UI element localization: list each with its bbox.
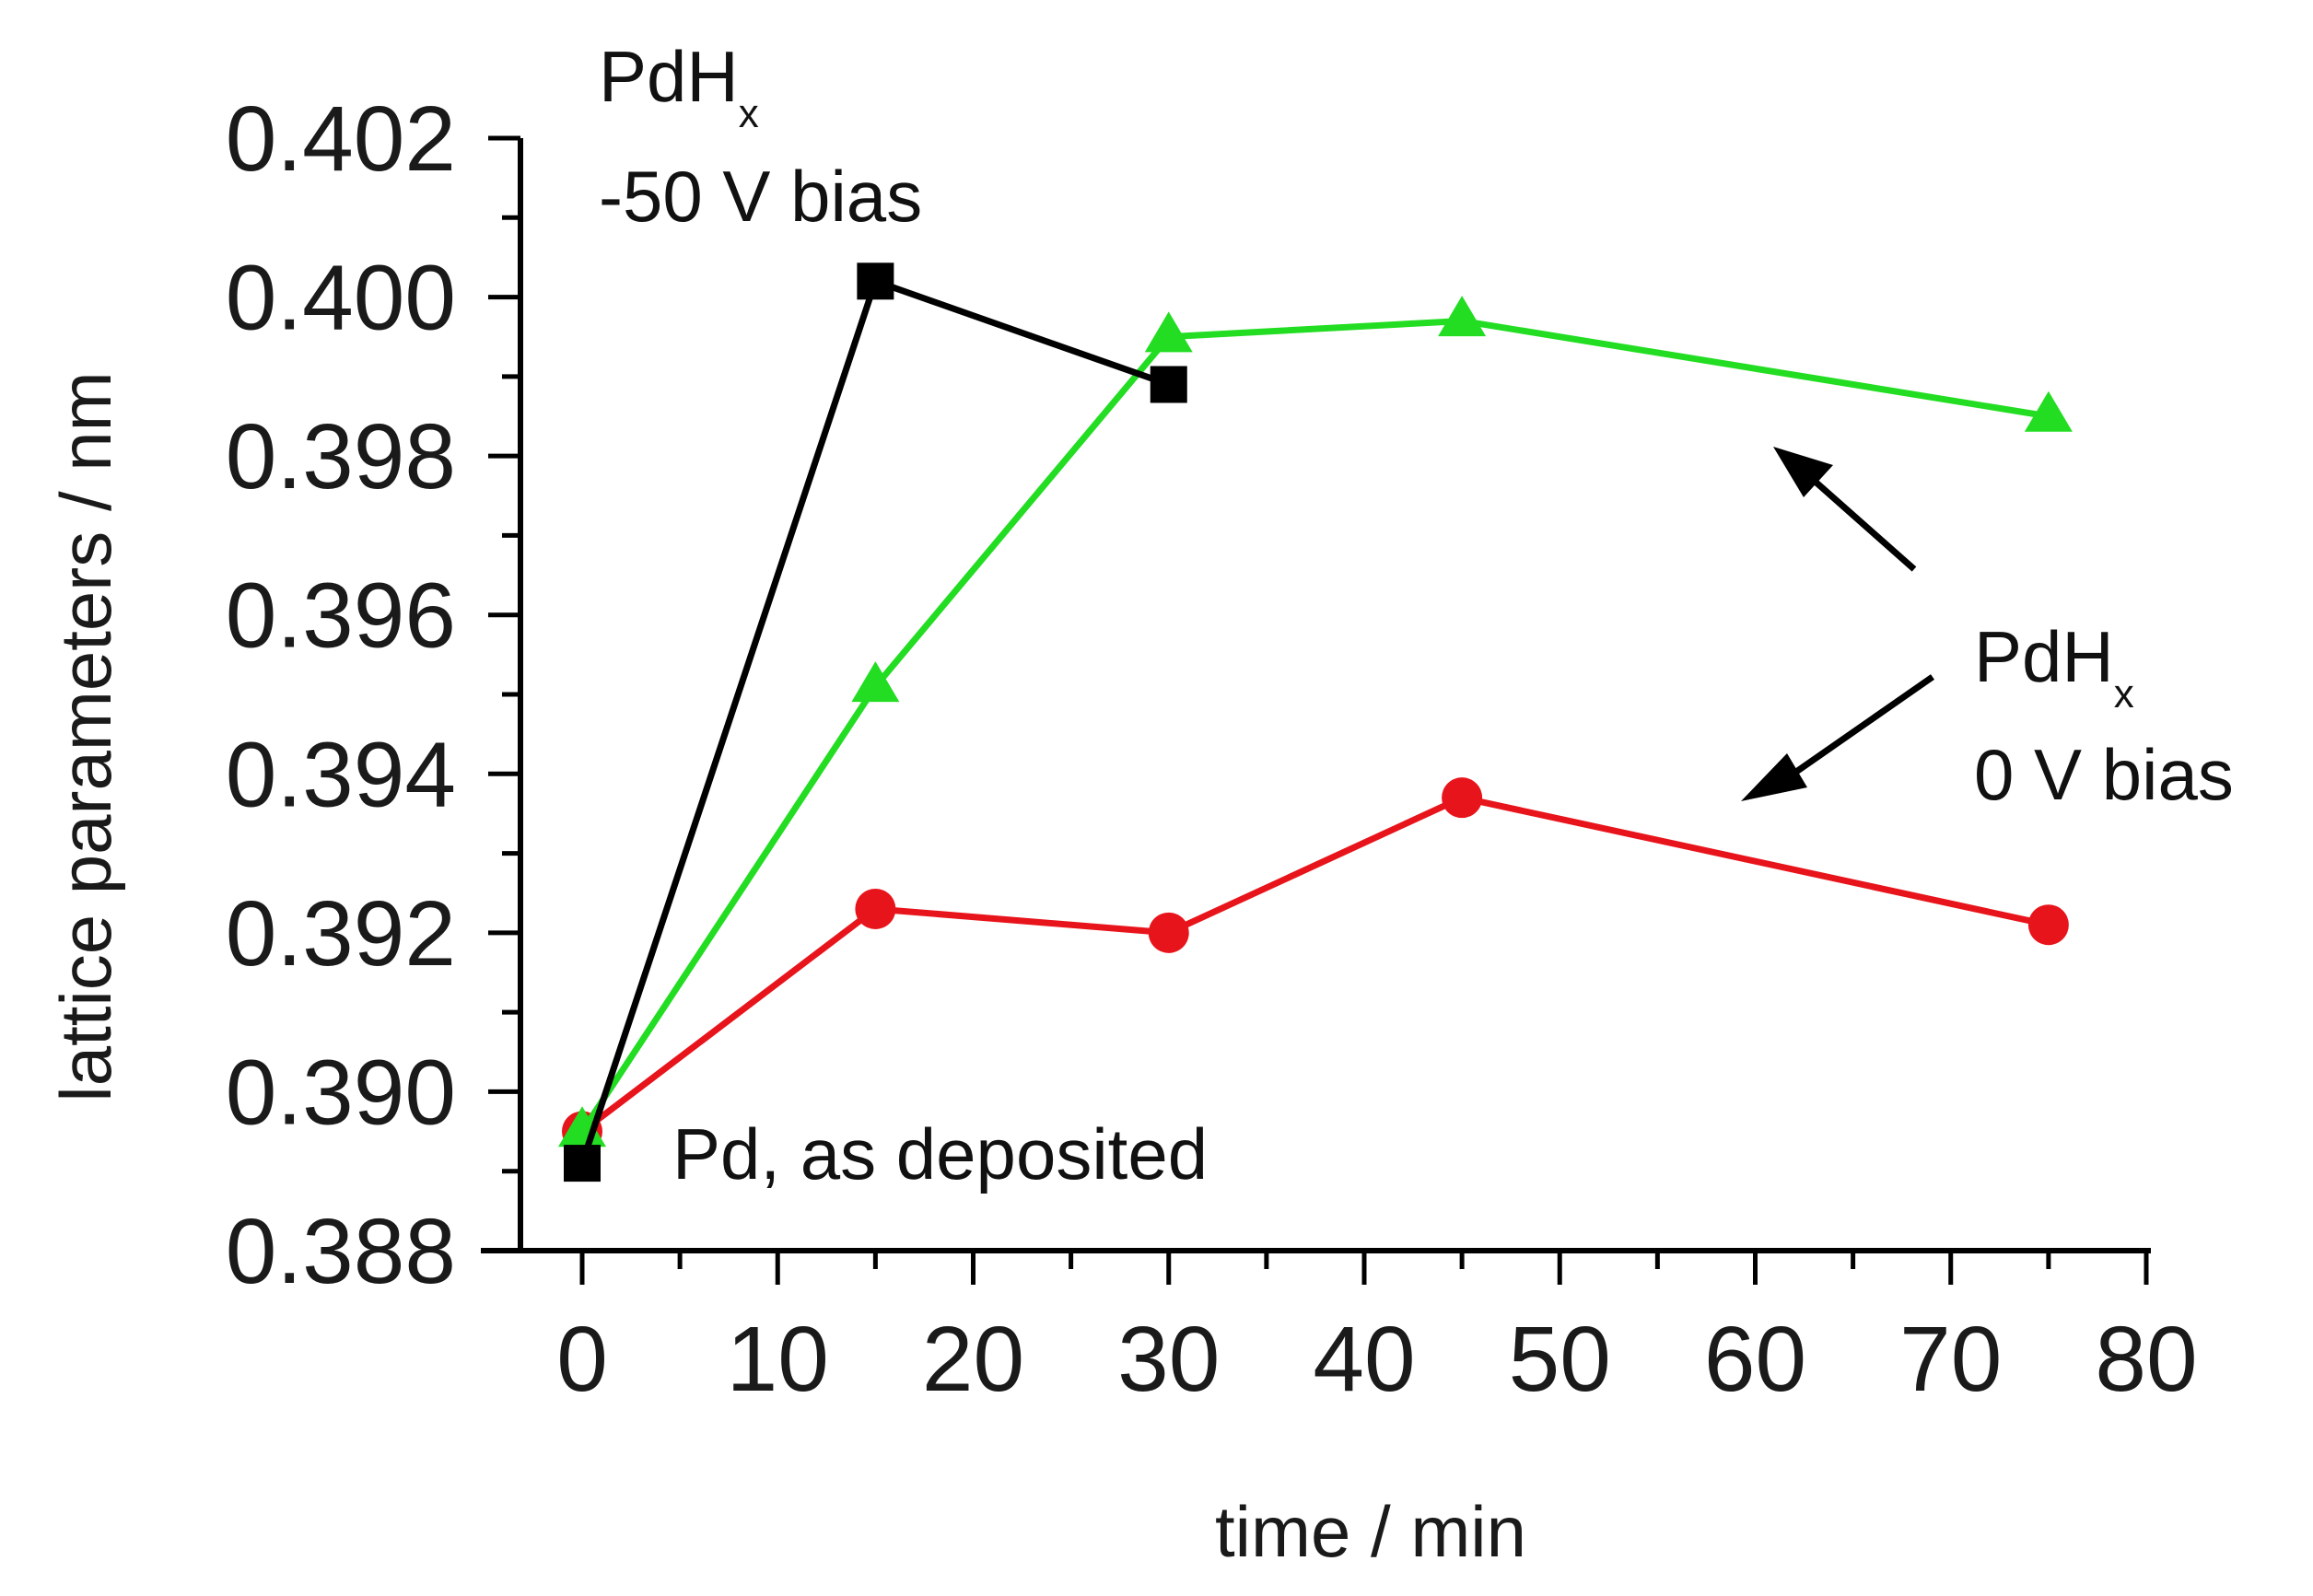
annotation-bias-0-title: PdHx <box>1974 616 2134 716</box>
annotation-bias-50-title: PdHx <box>599 36 759 136</box>
x-tick-label: 30 <box>1117 1308 1220 1411</box>
series-square <box>564 262 1187 1182</box>
data-point-circle <box>2027 904 2069 946</box>
arrow-upper-shaft <box>1807 474 1917 572</box>
x-ticks: 0 10 20 30 40 50 60 70 80 <box>556 1251 2198 1411</box>
arrow-lower-head <box>1741 753 1807 801</box>
y-ticks: 0.388 0.390 0.392 0.394 0.396 0.398 0.400 0.402 <box>226 87 520 1303</box>
annotation-bias-0-line2: 0 V bias <box>1974 734 2234 815</box>
y-tick-label: 0.400 <box>226 247 456 350</box>
annotations: PdHx -50 V bias PdHx 0 V bias Pd, as dep… <box>599 36 2234 1194</box>
x-tick-label: 10 <box>727 1308 829 1411</box>
x-tick-label: 80 <box>2095 1308 2197 1411</box>
arrow-lower-shaft <box>1794 674 1934 775</box>
arrow-upper-head <box>1773 447 1833 497</box>
data-point-triangle <box>2024 390 2073 432</box>
x-tick-label: 40 <box>1313 1308 1415 1411</box>
x-tick-label: 20 <box>922 1308 1024 1411</box>
data-point-circle <box>1442 777 1483 819</box>
series-line <box>579 794 2050 1135</box>
x-tick-label: 70 <box>1899 1308 2002 1411</box>
annotation-bias-0-sub: x <box>2114 671 2134 716</box>
series-circle <box>562 777 2069 1152</box>
y-axis-title: lattice parameters / nm <box>45 371 126 1101</box>
y-tick-label: 0.398 <box>226 405 456 508</box>
x-axis-title: time / min <box>1215 1491 1526 1572</box>
arrow-to-green-series <box>1773 447 1917 572</box>
y-tick-label: 0.394 <box>226 723 456 826</box>
y-tick-label: 0.390 <box>226 1041 456 1144</box>
data-point-triangle <box>1438 296 1487 337</box>
axes <box>481 138 2151 1253</box>
annotation-bias-50-line2: -50 V bias <box>599 156 922 237</box>
annotation-bias-0-main: PdH <box>1974 616 2114 697</box>
series-line <box>578 277 1170 1165</box>
data-point-circle <box>855 888 896 929</box>
series-layer <box>558 262 2073 1182</box>
y-tick-label: 0.388 <box>226 1200 456 1303</box>
y-tick-label: 0.402 <box>226 87 456 191</box>
series-line <box>579 317 2050 1134</box>
data-point-circle <box>1148 912 1189 953</box>
annotation-as-deposited: Pd, as deposited <box>672 1113 1208 1194</box>
y-tick-label: 0.392 <box>226 882 456 985</box>
data-point-square <box>564 1145 601 1182</box>
annotation-bias-50-sub: x <box>739 91 759 136</box>
arrow-to-red-series <box>1741 674 1934 801</box>
data-point-triangle <box>851 661 900 703</box>
y-tick-label: 0.396 <box>226 565 456 668</box>
series-triangle <box>558 296 2073 1147</box>
annotation-bias-50-main: PdH <box>599 36 739 117</box>
x-tick-label: 0 <box>556 1308 608 1411</box>
data-point-triangle <box>1144 311 1193 353</box>
x-tick-label: 50 <box>1509 1308 1611 1411</box>
data-point-square <box>857 262 894 300</box>
data-point-square <box>1150 366 1187 403</box>
x-tick-label: 60 <box>1704 1308 1806 1411</box>
